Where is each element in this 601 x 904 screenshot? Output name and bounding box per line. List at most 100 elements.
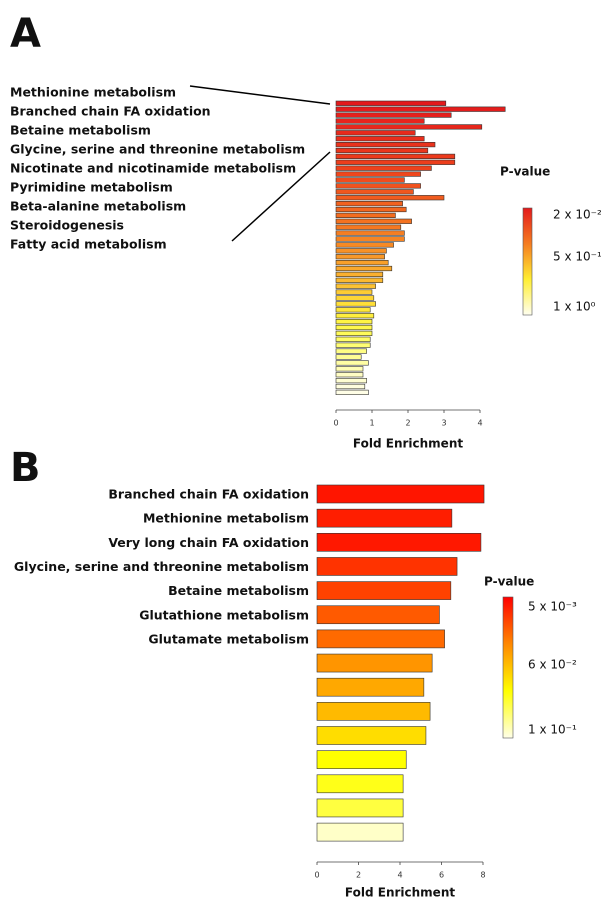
colorbar-title: P-value: [484, 575, 534, 589]
bar: [335, 242, 394, 248]
category-label: Very long chain FA oxidation: [108, 535, 309, 550]
x-tick-label: 6: [439, 871, 444, 880]
bar: [335, 100, 447, 106]
colorbar-label: 6 x 10⁻²: [528, 658, 577, 672]
bar: [335, 106, 506, 112]
bar: [335, 295, 375, 301]
bar: [335, 342, 371, 348]
bar: [316, 774, 404, 794]
bar: [335, 142, 436, 148]
bar: [335, 236, 405, 242]
annotation: Beta-alanine metabolism: [10, 199, 186, 214]
bar: [335, 271, 384, 278]
bar: [316, 702, 431, 721]
bar: [335, 177, 405, 183]
bar: [335, 366, 364, 372]
x-tick-label: 4: [477, 419, 482, 428]
x-tick-label: 8: [480, 871, 485, 880]
bar: [335, 189, 414, 195]
bar: [335, 354, 362, 360]
bar: [335, 313, 375, 319]
annotation: Pyrimidine metabolism: [10, 180, 173, 195]
annotation: Fatty acid metabolism: [10, 237, 167, 252]
bar: [316, 557, 458, 576]
bar: [316, 581, 452, 600]
bar: [335, 318, 373, 325]
colorbar: [502, 596, 514, 739]
bar: [316, 798, 404, 818]
colorbar-label: 2 x 10⁻²: [553, 208, 601, 222]
colorbar: [522, 207, 533, 316]
category-label: Glycine, serine and threonine metabolism: [14, 559, 309, 574]
pointer-line: [189, 85, 331, 105]
bar: [316, 484, 485, 504]
bar: [335, 183, 421, 189]
x-tick-label: 1: [369, 419, 374, 428]
bar: [335, 360, 369, 366]
bar: [335, 254, 385, 260]
bar: [335, 324, 373, 331]
category-label: Betaine metabolism: [168, 583, 309, 598]
bar: [335, 201, 403, 207]
bar: [335, 224, 402, 230]
annotation: Steroidogenesis: [10, 218, 124, 233]
colorbar-label: 5 x 10⁻³: [528, 600, 577, 614]
bar: [335, 348, 367, 354]
bar: [335, 248, 387, 254]
bar: [335, 389, 369, 396]
x-axis-label: Fold Enrichment: [353, 437, 463, 451]
bar: [335, 265, 393, 272]
x-tick-label: 0: [333, 419, 338, 428]
bar: [335, 136, 425, 142]
category-label: Branched chain FA oxidation: [108, 487, 309, 502]
bar: [335, 383, 366, 390]
x-tick-label: 2: [356, 871, 361, 880]
bar: [335, 218, 412, 224]
x-tick-label: 0: [314, 871, 319, 880]
bar: [316, 532, 482, 552]
bar: [335, 259, 389, 266]
bar: [316, 750, 407, 769]
bar: [335, 372, 364, 378]
x-tick-label: 3: [441, 419, 446, 428]
bar: [335, 130, 416, 136]
category-label: Methionine metabolism: [143, 511, 309, 526]
bar: [316, 653, 433, 673]
colorbar-label: 5 x 10⁻¹: [553, 250, 601, 264]
bar: [335, 195, 445, 201]
annotation: Methionine metabolism: [10, 85, 176, 100]
annotation: Nicotinate and nicotinamide metabolism: [10, 161, 296, 176]
bar: [316, 629, 445, 649]
bar: [335, 212, 396, 219]
annotation: Glycine, serine and threonine metabolism: [10, 142, 305, 157]
bar: [335, 289, 373, 295]
bar: [335, 165, 432, 171]
colorbar-label: 1 x 10⁻¹: [528, 723, 577, 737]
x-axis-label: Fold Enrichment: [345, 886, 455, 900]
panel-label: B: [10, 445, 41, 491]
bar: [316, 822, 404, 842]
bar: [335, 307, 371, 313]
colorbar-title: P-value: [500, 165, 550, 179]
bar: [335, 153, 456, 160]
bar: [316, 677, 425, 697]
bar: [335, 230, 405, 236]
bar: [335, 118, 425, 124]
category-label: Glutamate metabolism: [148, 631, 309, 646]
bar: [335, 377, 367, 384]
bar: [335, 301, 376, 307]
panel-label: A: [10, 11, 41, 57]
bar: [335, 277, 384, 283]
bar: [316, 726, 427, 745]
bar: [335, 206, 407, 213]
bar: [335, 336, 371, 342]
bar: [335, 330, 373, 337]
bar: [335, 124, 483, 130]
colorbar-label: 1 x 10⁰: [553, 300, 596, 314]
bar: [335, 112, 452, 118]
bar: [316, 508, 453, 528]
bar: [316, 605, 440, 625]
annotation: Betaine metabolism: [10, 123, 151, 138]
bar: [335, 283, 376, 289]
